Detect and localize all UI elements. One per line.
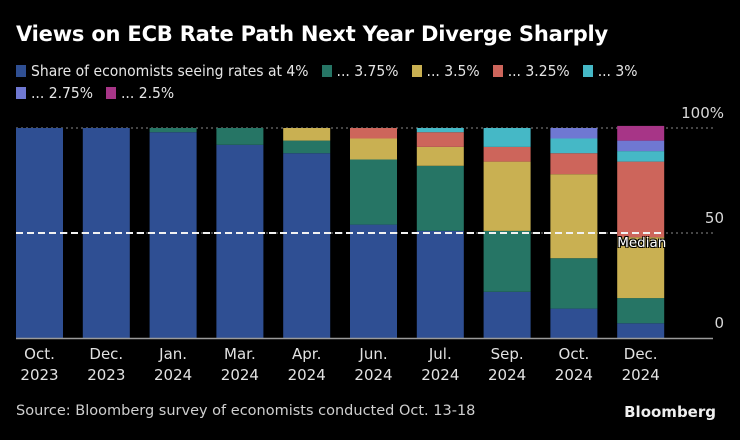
x-tick-month: Jul. [428, 345, 452, 363]
x-tick-year: 2023 [87, 366, 126, 384]
legend-label: ... 3.25% [507, 62, 570, 80]
legend-item: ... 2.75% [16, 82, 93, 104]
bar-segment [550, 138, 598, 154]
legend-label: ... 3.75% [336, 62, 399, 80]
x-tick-label: Dec. 2023 [71, 344, 141, 386]
bar-segment [283, 128, 331, 141]
legend-swatch [321, 65, 332, 77]
legend-swatch [106, 87, 116, 99]
x-tick-year: 2024 [621, 366, 660, 384]
x-tick-label: Oct. 2023 [5, 344, 75, 386]
bar-segment [350, 138, 397, 160]
source-note: Source: Bloomberg survey of economists c… [16, 403, 476, 419]
bar-segment [483, 146, 531, 162]
legend-swatch [16, 87, 26, 99]
x-tick-year: 2024 [220, 366, 259, 384]
bar-segment [617, 125, 665, 141]
legend-swatch [492, 65, 503, 77]
bar-segment [149, 128, 197, 133]
bar-segment [416, 132, 464, 147]
legend-label: ... 3% [597, 62, 638, 80]
bar-segment [617, 298, 665, 324]
x-tick-month: Jun. [359, 345, 388, 363]
x-tick-label: Sep. 2024 [472, 344, 542, 386]
median-annotation: Median [617, 235, 667, 251]
legend-label: ... 2.75% [31, 84, 93, 102]
bar-segment [283, 140, 331, 154]
legend-item: ... 3.75% [321, 60, 399, 82]
bar-segment [550, 153, 598, 175]
x-tick-month: Apr. [292, 345, 322, 363]
legend-item: Share of economists seeing rates at 4% [16, 60, 309, 82]
x-tick-label: Jan. 2024 [138, 344, 208, 386]
x-tick-month: Dec. [89, 345, 124, 363]
bar-segment [483, 128, 531, 147]
legend-swatch [411, 65, 422, 77]
bar-segment [483, 161, 531, 231]
legend-item: ... 3.25% [492, 60, 570, 82]
x-tick-label: Jul. 2024 [405, 344, 475, 386]
x-tick-month: Oct. [558, 345, 590, 363]
x-tick-month: Oct. [24, 345, 55, 363]
bar-segment [483, 291, 531, 338]
x-tick-label: Apr. 2024 [272, 344, 342, 386]
legend-item: ... 2.5% [106, 82, 174, 104]
x-tick-year: 2024 [488, 366, 527, 384]
bar-segment [550, 258, 598, 309]
bar-segment [617, 323, 665, 338]
bar-segment [283, 153, 331, 338]
bar-segment [483, 230, 531, 292]
bar-segment [550, 174, 598, 259]
x-tick-month: Dec. [623, 345, 658, 363]
bloomberg-logo: Bloomberg [624, 403, 716, 421]
bar-segment [617, 140, 665, 152]
x-tick-year: 2024 [354, 366, 393, 384]
x-tick-label: Mar. 2024 [205, 344, 275, 386]
x-tick-year: 2024 [421, 366, 460, 384]
bar-segment [216, 144, 264, 338]
legend-label: Share of economists seeing rates at 4% [31, 62, 309, 80]
x-tick-month: Mar. [224, 345, 256, 363]
bar-segment [550, 128, 598, 139]
x-tick-month: Sep. [490, 345, 524, 363]
bar-segment [350, 128, 397, 139]
bar-segment [149, 132, 197, 338]
chart-title: Views on ECB Rate Path Next Year Diverge… [16, 22, 609, 46]
legend-item: ... 3.5% [411, 60, 480, 82]
bar-segment [617, 237, 665, 299]
x-tick-label: Oct. 2024 [539, 344, 609, 386]
bar-segment [350, 224, 397, 338]
bar-segment [350, 159, 397, 225]
bar-segment [216, 128, 264, 145]
legend: Share of economists seeing rates at 4%..… [16, 60, 716, 104]
x-tick-year: 2023 [20, 366, 59, 384]
bar-segment [617, 161, 665, 238]
x-tick-year: 2024 [554, 366, 593, 384]
legend-label: ... 2.5% [121, 84, 175, 102]
legend-label: ... 3.5% [426, 62, 480, 80]
y-tick-label: 100% [681, 104, 724, 122]
bar-segment [416, 165, 464, 231]
x-tick-month: Jan. [159, 345, 188, 363]
y-tick-label: 50 [704, 209, 724, 227]
x-tick-label: Dec. 2024 [606, 344, 676, 386]
bar-segment [416, 146, 464, 166]
bar-segment [416, 230, 464, 338]
legend-swatch [582, 65, 593, 77]
legend-item: ... 3% [582, 60, 638, 82]
bar-segment [416, 128, 464, 133]
legend-swatch [16, 65, 26, 77]
bar-segment [617, 151, 665, 162]
x-tick-year: 2024 [287, 366, 326, 384]
x-tick-label: Jun. 2024 [339, 344, 409, 386]
y-tick-label: 0 [714, 314, 724, 332]
bar-segment [550, 308, 598, 338]
x-tick-year: 2024 [154, 366, 193, 384]
